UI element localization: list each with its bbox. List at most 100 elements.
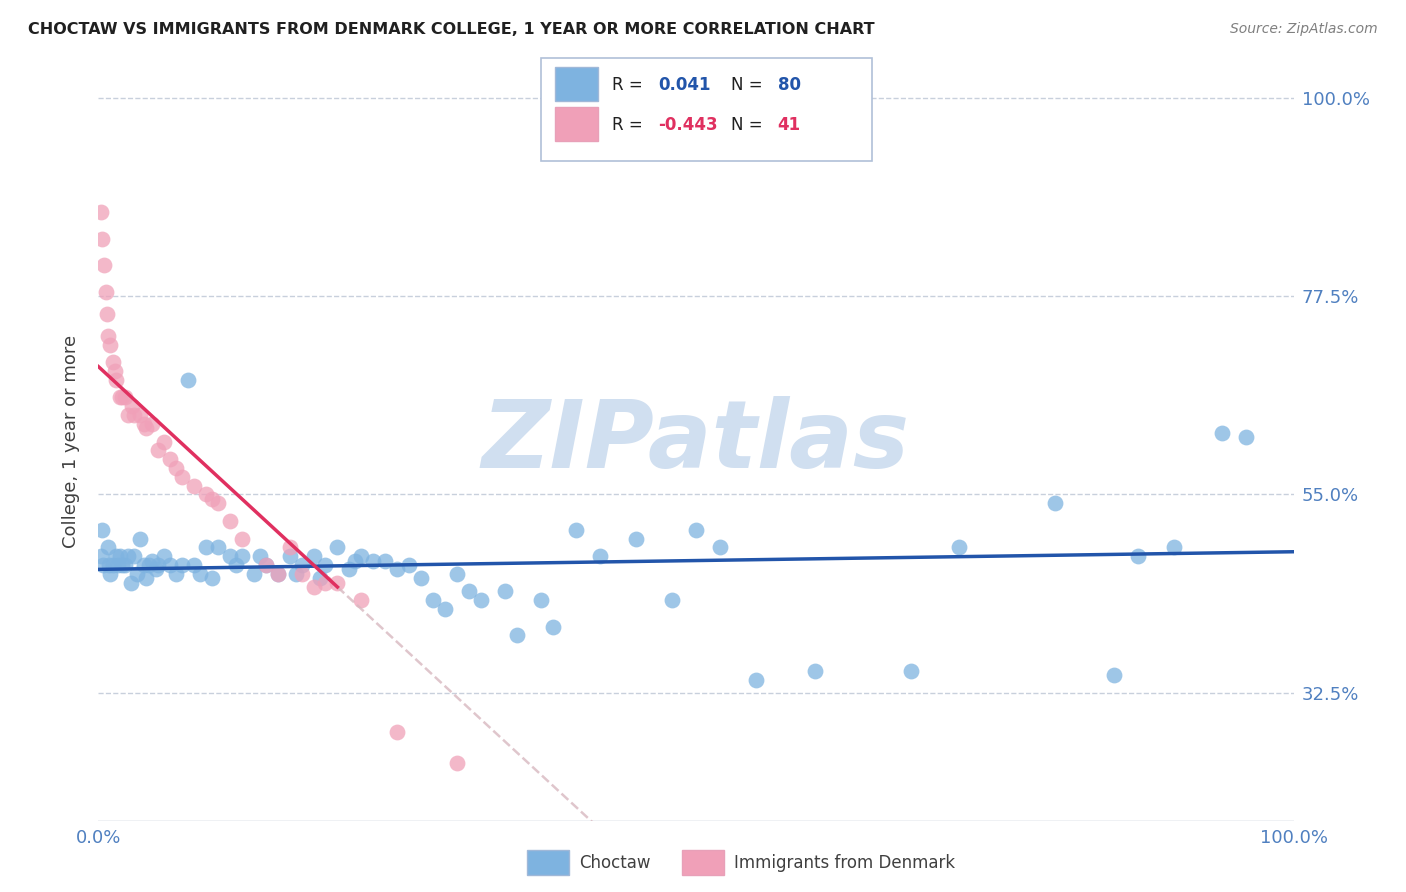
Point: [745, 673, 768, 687]
Point: [494, 584, 516, 599]
Point: [201, 571, 224, 585]
Point: [284, 566, 307, 581]
Point: [132, 417, 155, 431]
Point: [172, 470, 194, 484]
Point: [101, 558, 124, 572]
Point: [661, 593, 683, 607]
Point: [219, 514, 242, 528]
Point: [98, 337, 122, 351]
Point: [159, 558, 181, 572]
Point: [111, 391, 134, 405]
Point: [125, 566, 148, 581]
Point: [101, 355, 124, 369]
Text: Source: ZipAtlas.com: Source: ZipAtlas.com: [1230, 22, 1378, 37]
Point: [201, 491, 224, 506]
Point: [326, 541, 349, 555]
Point: [398, 558, 420, 572]
Point: [470, 593, 492, 607]
Point: [339, 562, 361, 576]
Point: [91, 523, 114, 537]
Text: -0.443: -0.443: [658, 116, 717, 134]
Point: [97, 328, 120, 343]
Point: [108, 549, 131, 563]
Point: [458, 584, 481, 599]
Point: [411, 571, 433, 585]
Point: [148, 558, 170, 572]
Point: [97, 541, 120, 555]
Point: [91, 232, 114, 246]
Point: [117, 549, 139, 563]
Point: [111, 558, 134, 572]
Text: Immigrants from Denmark: Immigrants from Denmark: [734, 855, 955, 872]
Point: [267, 566, 290, 581]
Point: [344, 553, 367, 567]
Point: [132, 558, 155, 572]
Point: [90, 205, 112, 219]
Point: [225, 558, 247, 572]
Point: [195, 487, 218, 501]
Point: [1128, 549, 1150, 563]
Point: [326, 575, 349, 590]
Point: [685, 523, 707, 537]
Text: R =: R =: [612, 116, 643, 134]
Point: [446, 566, 468, 581]
Point: [120, 575, 142, 590]
Point: [315, 575, 337, 590]
Point: [135, 571, 157, 585]
Point: [148, 443, 170, 458]
Point: [90, 549, 112, 563]
Point: [172, 558, 194, 572]
Point: [1234, 430, 1257, 444]
Point: [434, 602, 457, 616]
Point: [308, 571, 330, 585]
Point: [1163, 541, 1185, 555]
Point: [219, 549, 242, 563]
Point: [124, 408, 146, 422]
Point: [804, 664, 827, 678]
Point: [153, 434, 176, 449]
Point: [530, 593, 553, 607]
Point: [141, 417, 163, 431]
Point: [900, 664, 922, 678]
Point: [138, 558, 160, 572]
Point: [1043, 496, 1066, 510]
Point: [105, 549, 128, 563]
Point: [291, 558, 314, 572]
Point: [159, 452, 181, 467]
Y-axis label: College, 1 year or more: College, 1 year or more: [62, 335, 80, 548]
Point: [91, 558, 114, 572]
Point: [165, 461, 187, 475]
Text: R =: R =: [612, 76, 643, 94]
Point: [249, 549, 271, 563]
Point: [506, 628, 529, 642]
Point: [98, 566, 122, 581]
Point: [207, 541, 229, 555]
Point: [231, 549, 253, 563]
Point: [105, 373, 128, 387]
Point: [183, 478, 205, 492]
Text: 0.041: 0.041: [658, 76, 710, 94]
Point: [243, 566, 266, 581]
Point: [589, 549, 612, 563]
Point: [98, 558, 121, 572]
Point: [165, 566, 187, 581]
Point: [177, 373, 200, 387]
Text: ZIPatlas: ZIPatlas: [482, 395, 910, 488]
Point: [195, 541, 218, 555]
Point: [1104, 668, 1126, 682]
Point: [291, 566, 314, 581]
Point: [422, 593, 444, 607]
Point: [254, 558, 277, 572]
Text: 80: 80: [778, 76, 800, 94]
Point: [135, 421, 157, 435]
Point: [114, 558, 136, 572]
Point: [104, 364, 127, 378]
Point: [207, 496, 229, 510]
Point: [565, 523, 588, 537]
Point: [94, 285, 117, 299]
Point: [231, 532, 253, 546]
Text: N =: N =: [731, 116, 762, 134]
Point: [278, 549, 301, 563]
Point: [315, 558, 337, 572]
Point: [145, 562, 167, 576]
